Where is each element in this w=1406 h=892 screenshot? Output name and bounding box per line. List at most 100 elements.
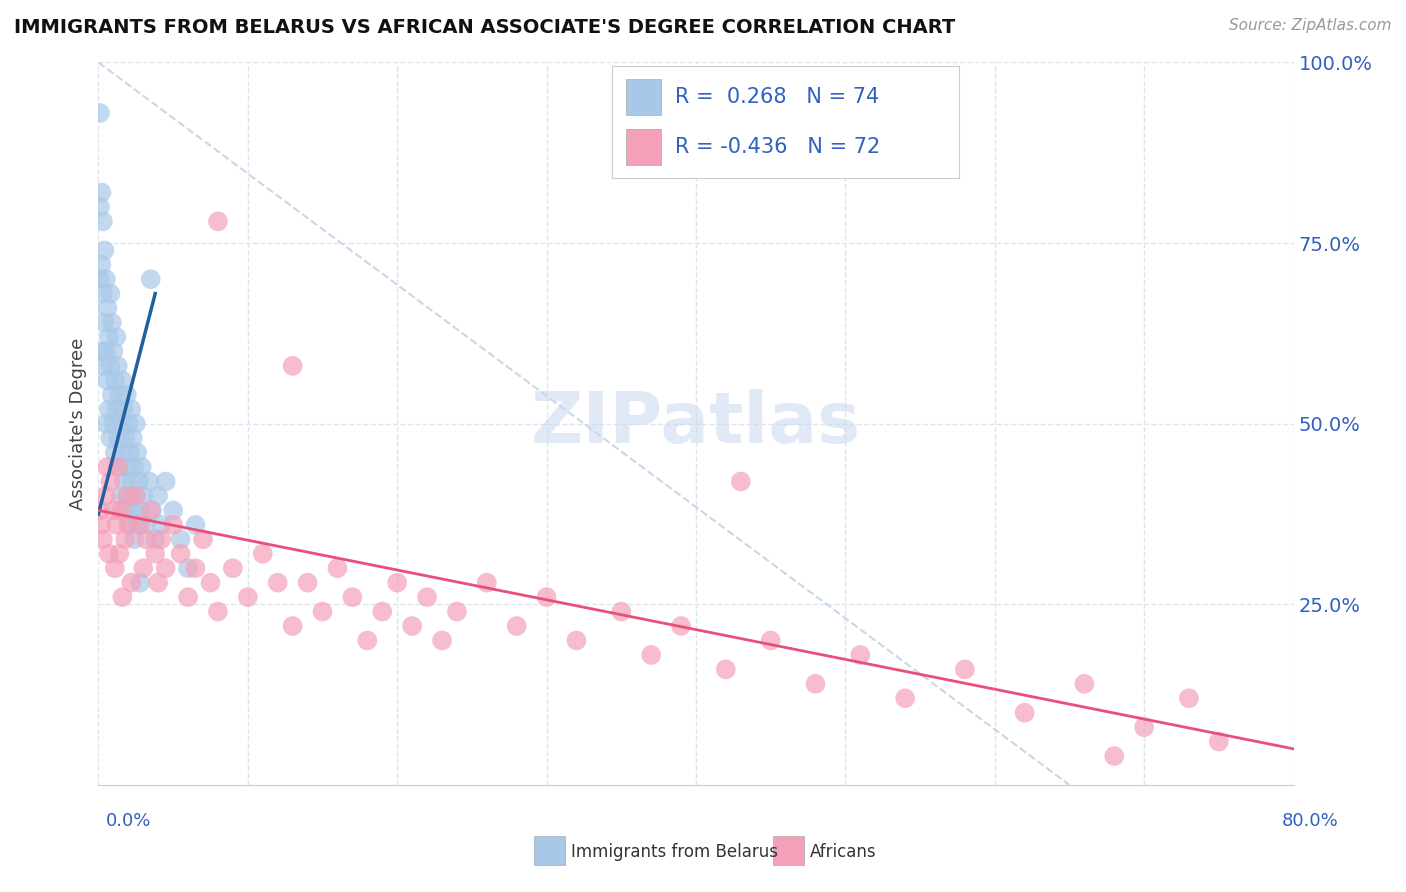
Point — [120, 402, 142, 417]
Point — [371, 605, 394, 619]
Point — [475, 575, 498, 590]
Text: 80.0%: 80.0% — [1282, 812, 1339, 830]
Point — [640, 648, 662, 662]
Point — [104, 561, 127, 575]
Point — [91, 533, 114, 547]
Point — [1104, 749, 1126, 764]
Point — [90, 186, 112, 200]
Point — [108, 460, 131, 475]
Point — [191, 533, 214, 547]
Point — [112, 402, 135, 417]
Point — [311, 605, 333, 619]
Point — [124, 533, 146, 547]
Point — [401, 619, 423, 633]
Point — [108, 547, 131, 561]
Point — [93, 316, 115, 330]
Point — [127, 445, 149, 459]
Point — [129, 517, 152, 532]
Point — [894, 691, 917, 706]
Point — [101, 388, 124, 402]
Point — [124, 460, 146, 475]
Point — [430, 633, 453, 648]
Point — [118, 445, 141, 459]
Point — [98, 431, 122, 445]
Point — [105, 402, 128, 417]
Point — [356, 633, 378, 648]
Point — [127, 517, 149, 532]
Point — [94, 489, 117, 503]
Point — [281, 359, 304, 373]
Text: Immigrants from Belarus: Immigrants from Belarus — [571, 843, 778, 861]
Text: IMMIGRANTS FROM BELARUS VS AFRICAN ASSOCIATE'S DEGREE CORRELATION CHART: IMMIGRANTS FROM BELARUS VS AFRICAN ASSOC… — [14, 18, 955, 37]
Point — [120, 475, 142, 489]
Point — [93, 244, 115, 258]
Point — [135, 517, 157, 532]
Point — [281, 619, 304, 633]
Text: ZIPatlas: ZIPatlas — [531, 389, 860, 458]
Point — [108, 388, 131, 402]
Point — [91, 214, 114, 228]
Text: Africans: Africans — [810, 843, 876, 861]
Point — [98, 359, 122, 373]
Point — [236, 590, 259, 604]
Point — [143, 547, 166, 561]
Point — [107, 359, 129, 373]
Point — [759, 633, 782, 648]
Point — [132, 561, 155, 575]
Point — [416, 590, 439, 604]
Point — [89, 272, 111, 286]
Point — [117, 489, 139, 503]
Point — [267, 575, 290, 590]
Point — [117, 517, 139, 532]
Point — [114, 533, 136, 547]
Point — [177, 561, 200, 575]
Point — [714, 662, 737, 676]
Point — [207, 605, 229, 619]
Point — [297, 575, 319, 590]
Point — [169, 547, 191, 561]
Point — [111, 590, 134, 604]
Point — [94, 344, 117, 359]
Point — [103, 344, 125, 359]
Point — [90, 344, 112, 359]
Point — [252, 547, 274, 561]
Point — [143, 533, 166, 547]
Point — [169, 533, 191, 547]
Point — [139, 503, 162, 517]
Point — [135, 533, 157, 547]
Text: 0.0%: 0.0% — [105, 812, 150, 830]
Point — [110, 503, 132, 517]
Point — [730, 475, 752, 489]
Point — [91, 286, 114, 301]
Point — [1178, 691, 1201, 706]
Point — [97, 402, 120, 417]
Point — [115, 489, 138, 503]
Point — [90, 258, 112, 272]
Point — [177, 590, 200, 604]
Point — [89, 106, 111, 120]
Point — [131, 460, 153, 475]
Point — [953, 662, 976, 676]
Point — [207, 214, 229, 228]
Point — [97, 330, 120, 344]
Point — [129, 503, 152, 517]
Point — [115, 388, 138, 402]
Point — [125, 489, 148, 503]
Point — [184, 517, 207, 532]
Point — [141, 503, 163, 517]
Point — [105, 330, 128, 344]
Point — [112, 475, 135, 489]
Point — [121, 503, 143, 517]
Point — [103, 417, 125, 431]
Point — [132, 489, 155, 503]
Point — [114, 503, 136, 517]
Point — [110, 489, 132, 503]
Point — [117, 417, 139, 431]
Point — [94, 272, 117, 286]
Point — [120, 575, 142, 590]
Point — [342, 590, 364, 604]
Point — [138, 475, 160, 489]
Point — [107, 431, 129, 445]
Point — [162, 517, 184, 532]
Point — [94, 417, 117, 431]
